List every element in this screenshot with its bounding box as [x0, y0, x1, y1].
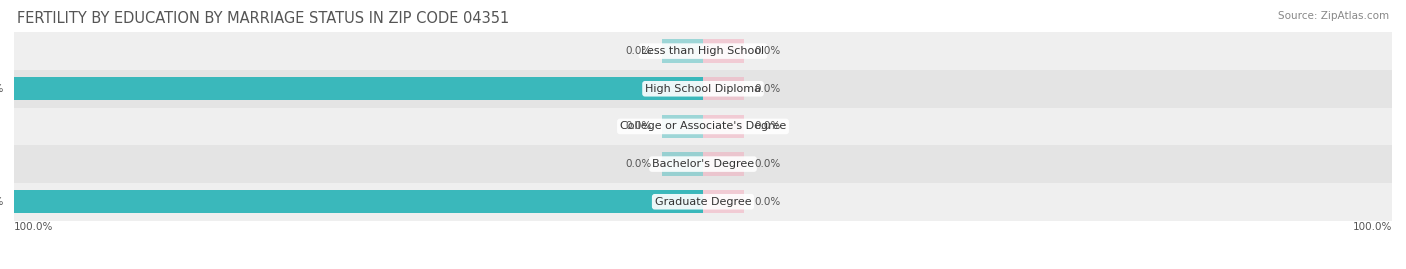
- Text: 0.0%: 0.0%: [755, 197, 780, 207]
- Text: Bachelor's Degree: Bachelor's Degree: [652, 159, 754, 169]
- Text: 0.0%: 0.0%: [755, 159, 780, 169]
- Text: Source: ZipAtlas.com: Source: ZipAtlas.com: [1278, 11, 1389, 21]
- Bar: [14, 145, 1392, 183]
- Bar: [703, 40, 744, 63]
- Text: 0.0%: 0.0%: [755, 84, 780, 94]
- Bar: [14, 183, 1392, 221]
- Text: Graduate Degree: Graduate Degree: [655, 197, 751, 207]
- Bar: [14, 70, 1392, 108]
- Text: 0.0%: 0.0%: [755, 121, 780, 132]
- Text: College or Associate's Degree: College or Associate's Degree: [620, 121, 786, 132]
- Text: 0.0%: 0.0%: [626, 121, 651, 132]
- Text: 100.0%: 100.0%: [1353, 222, 1392, 232]
- Text: 0.0%: 0.0%: [626, 46, 651, 56]
- Bar: [703, 77, 744, 100]
- Text: High School Diploma: High School Diploma: [645, 84, 761, 94]
- Text: 100.0%: 100.0%: [0, 197, 4, 207]
- Bar: [662, 153, 703, 176]
- Bar: [703, 190, 744, 213]
- Text: 100.0%: 100.0%: [14, 222, 53, 232]
- Bar: [703, 153, 744, 176]
- Text: 0.0%: 0.0%: [626, 159, 651, 169]
- Text: FERTILITY BY EDUCATION BY MARRIAGE STATUS IN ZIP CODE 04351: FERTILITY BY EDUCATION BY MARRIAGE STATU…: [17, 11, 509, 26]
- Bar: [703, 115, 744, 138]
- Text: 100.0%: 100.0%: [0, 84, 4, 94]
- Text: Less than High School: Less than High School: [641, 46, 765, 56]
- Bar: [14, 77, 703, 100]
- Bar: [662, 115, 703, 138]
- Bar: [14, 190, 703, 213]
- Bar: [662, 40, 703, 63]
- Bar: [14, 108, 1392, 145]
- Bar: [14, 32, 1392, 70]
- Text: 0.0%: 0.0%: [755, 46, 780, 56]
